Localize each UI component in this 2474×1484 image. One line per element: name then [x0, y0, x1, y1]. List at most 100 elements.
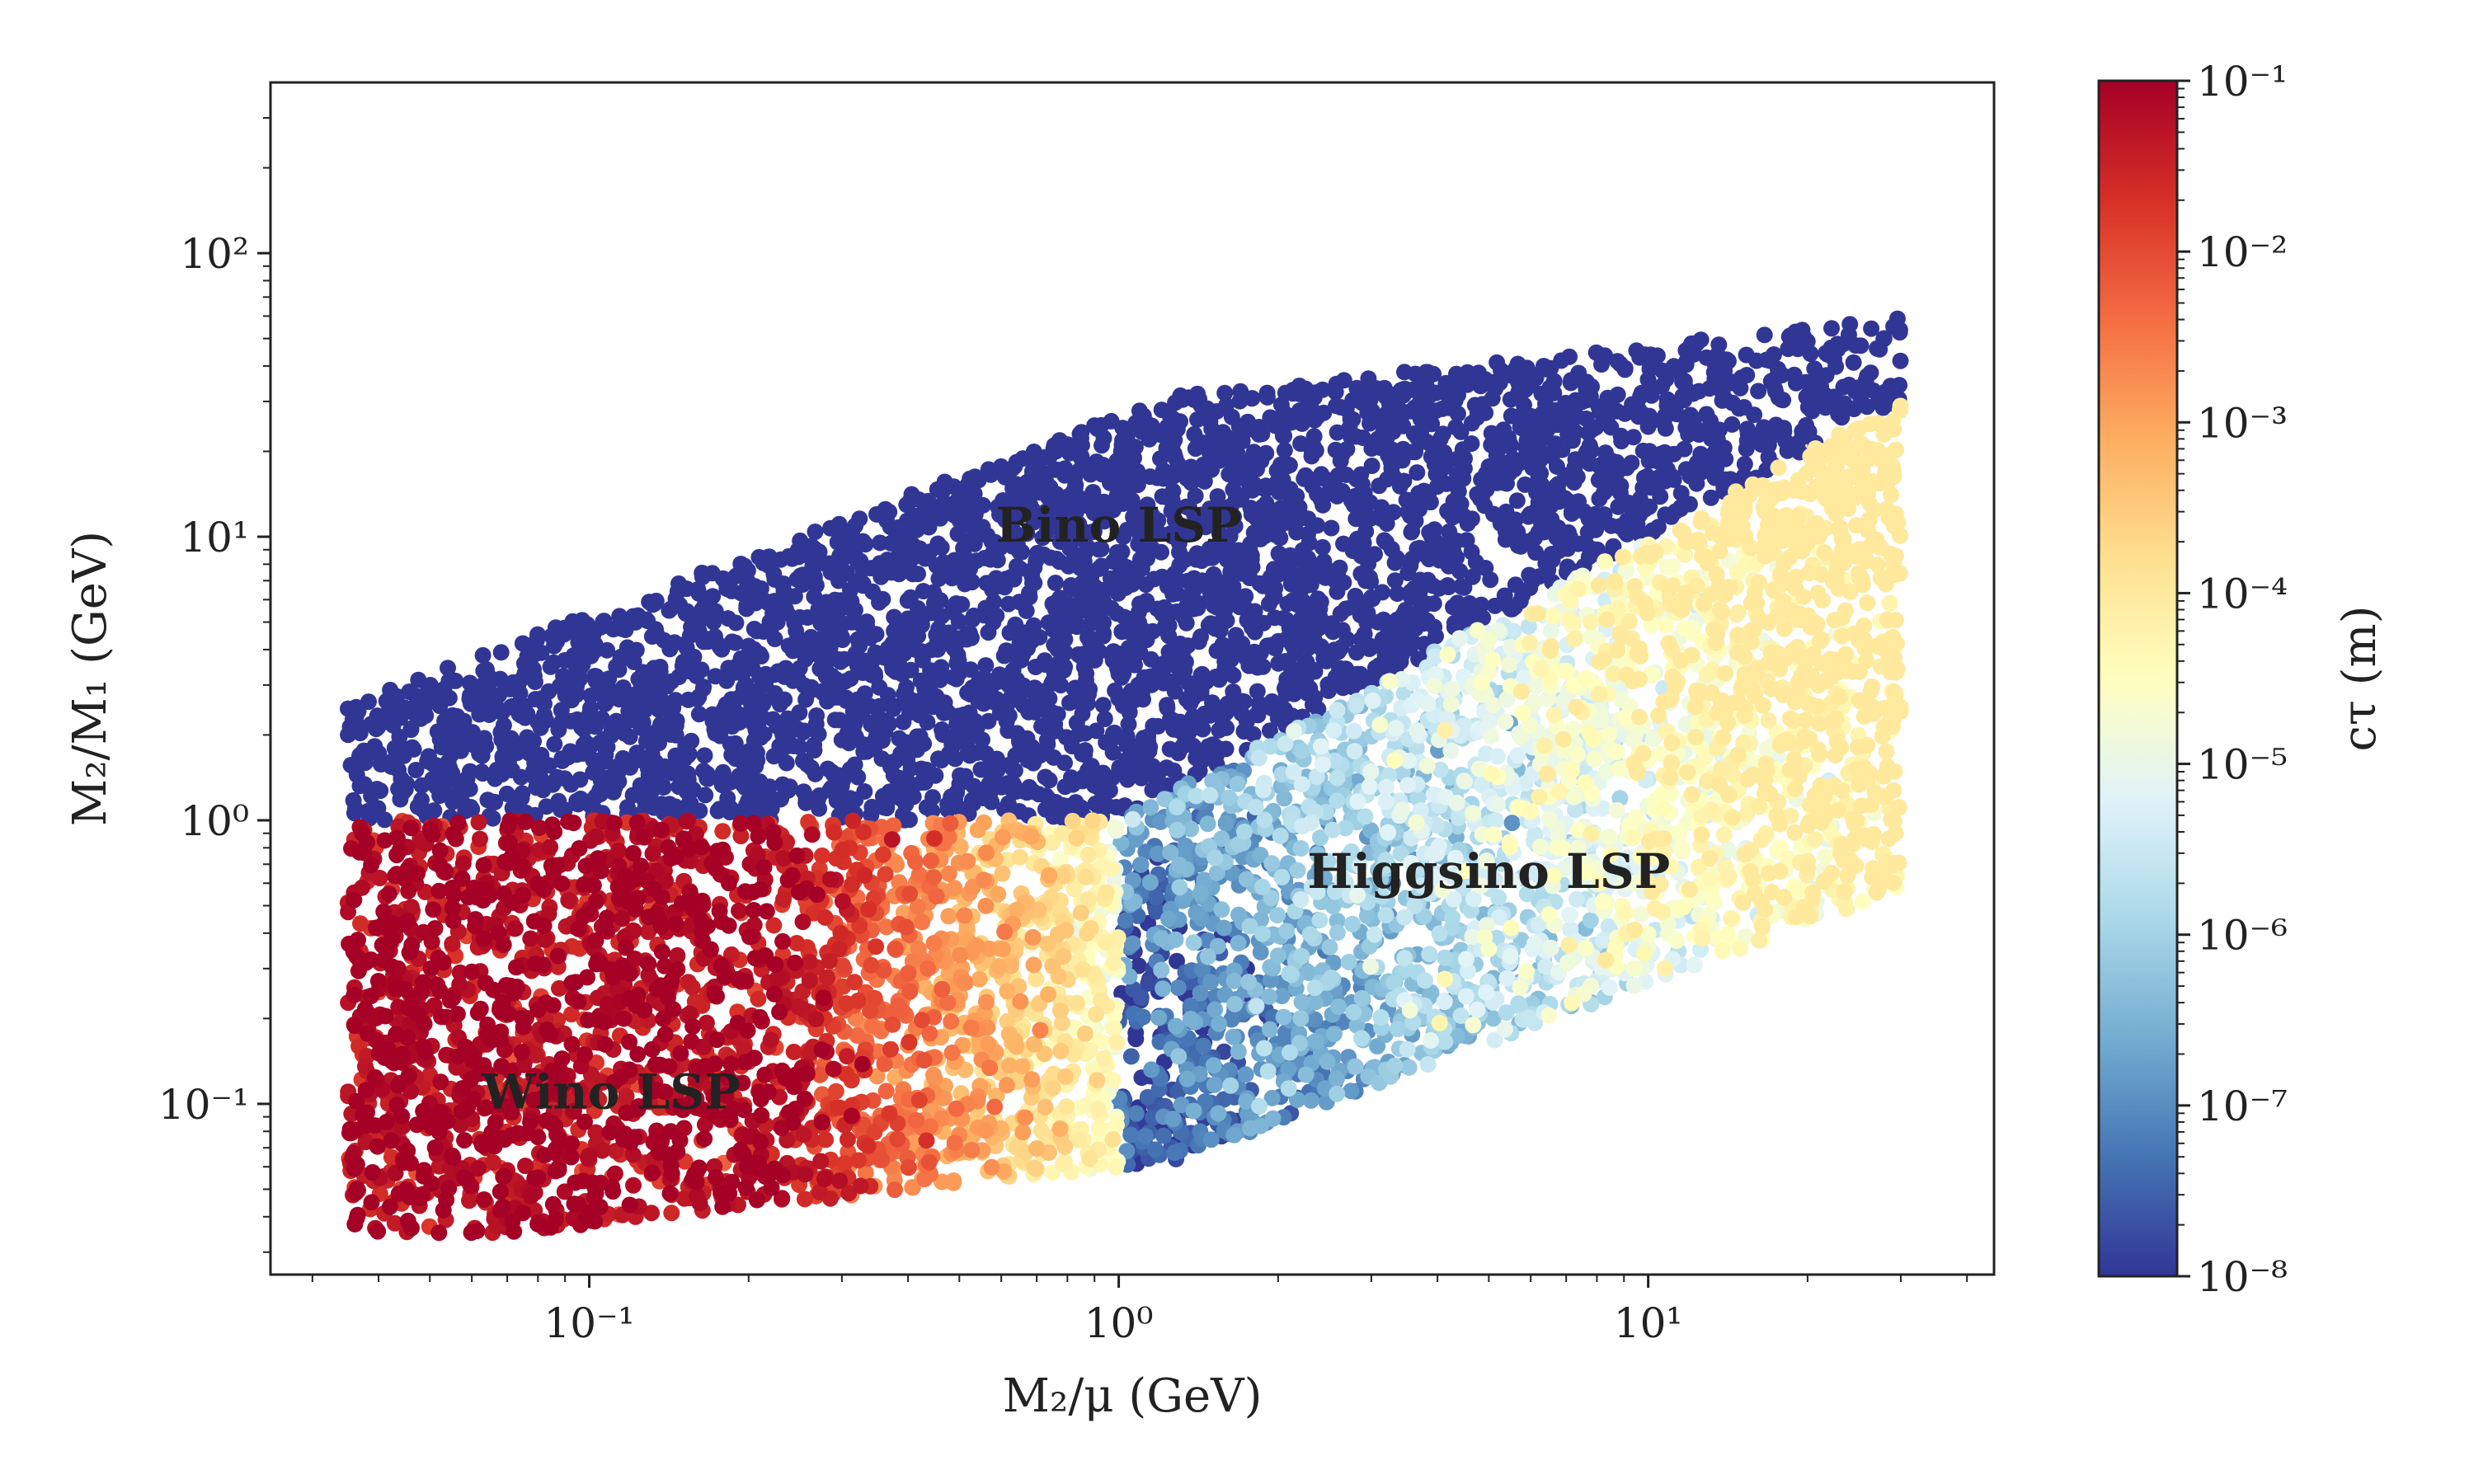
- data-point: [1517, 381, 1534, 398]
- data-point: [1192, 628, 1209, 646]
- data-point: [1526, 529, 1544, 547]
- data-point: [1419, 1056, 1437, 1073]
- data-point: [1344, 915, 1361, 932]
- data-point: [1371, 656, 1388, 674]
- data-point: [1517, 476, 1534, 493]
- data-point: [1452, 423, 1470, 440]
- data-point: [1602, 517, 1620, 534]
- data-point: [1702, 489, 1719, 506]
- data-point: [459, 770, 476, 787]
- data-point: [1802, 345, 1819, 362]
- data-point: [1221, 789, 1238, 806]
- data-point: [998, 642, 1015, 660]
- data-point: [755, 726, 773, 743]
- data-point: [1353, 989, 1371, 1007]
- data-point: [1210, 1105, 1227, 1122]
- data-point: [872, 568, 890, 585]
- data-point: [1344, 542, 1362, 559]
- data-point: [1255, 1040, 1272, 1057]
- data-point: [741, 650, 758, 668]
- data-point: [806, 588, 823, 605]
- data-point: [847, 645, 864, 662]
- data-point: [1294, 509, 1311, 526]
- data-point: [1240, 974, 1258, 991]
- data-point: [1397, 602, 1414, 618]
- data-point: [1289, 623, 1306, 641]
- data-point: [1628, 342, 1645, 359]
- data-point: [732, 585, 750, 602]
- data-point: [1261, 722, 1278, 740]
- data-point: [1306, 663, 1324, 680]
- data-point: [380, 702, 397, 719]
- data-point: [947, 750, 964, 768]
- data-point: [980, 624, 997, 641]
- data-point: [780, 547, 797, 565]
- data-point: [1698, 406, 1715, 423]
- data-point: [1548, 416, 1565, 434]
- data-point: [1293, 776, 1310, 793]
- data-point: [1208, 642, 1225, 660]
- data-point: [1313, 466, 1330, 483]
- data-point: [1041, 448, 1058, 465]
- data-point: [629, 607, 647, 624]
- data-point: [826, 711, 844, 729]
- data-point: [1282, 1044, 1298, 1061]
- data-point: [1508, 492, 1526, 510]
- data-point: [1230, 692, 1247, 709]
- data-point: [901, 492, 919, 510]
- data-point: [1166, 712, 1183, 730]
- data-point: [1327, 669, 1344, 686]
- data-point: [1247, 799, 1264, 815]
- data-point: [897, 791, 915, 809]
- data-point: [1150, 1009, 1168, 1026]
- data-point: [461, 674, 478, 692]
- data-point: [595, 613, 612, 631]
- data-point: [1473, 471, 1490, 488]
- data-point: [1407, 444, 1424, 461]
- data-point: [1444, 909, 1461, 927]
- data-point: [871, 697, 888, 715]
- data-point: [1340, 953, 1357, 970]
- data-point: [1083, 586, 1100, 603]
- data-point: [1183, 458, 1200, 476]
- data-point: [346, 801, 364, 818]
- data-point: [1170, 857, 1188, 874]
- data-point: [492, 644, 510, 661]
- data-point: [1300, 526, 1316, 542]
- data-point: [804, 557, 821, 575]
- data-point: [487, 793, 504, 810]
- data-point: [1169, 603, 1186, 620]
- data-point: [1252, 943, 1269, 960]
- data-point: [1644, 522, 1661, 539]
- data-point: [1656, 444, 1673, 461]
- data-point: [1251, 1097, 1268, 1115]
- data-point: [1026, 559, 1043, 576]
- data-point: [776, 668, 793, 685]
- data-point: [854, 575, 872, 593]
- data-point: [1090, 561, 1108, 577]
- data-point: [1703, 430, 1720, 448]
- data-point: [1131, 746, 1148, 763]
- data-point: [999, 595, 1017, 613]
- data-point: [1225, 1028, 1242, 1045]
- data-point: [714, 570, 731, 587]
- data-point: [1489, 748, 1506, 765]
- data-point: [1862, 364, 1879, 382]
- data-point: [856, 685, 873, 702]
- data-point: [447, 672, 464, 689]
- data-point: [926, 672, 943, 689]
- data-point: [1293, 742, 1310, 759]
- data-point: [1569, 468, 1586, 486]
- data-point: [1366, 926, 1383, 943]
- data-point: [693, 661, 710, 679]
- data-point: [731, 768, 747, 785]
- data-point: [1206, 849, 1224, 866]
- data-point: [1289, 862, 1306, 879]
- data-point: [1301, 926, 1319, 943]
- data-point: [791, 739, 808, 755]
- data-point: [1428, 478, 1446, 495]
- data-point: [806, 742, 823, 759]
- data-point: [1145, 717, 1162, 735]
- data-point: [392, 791, 409, 808]
